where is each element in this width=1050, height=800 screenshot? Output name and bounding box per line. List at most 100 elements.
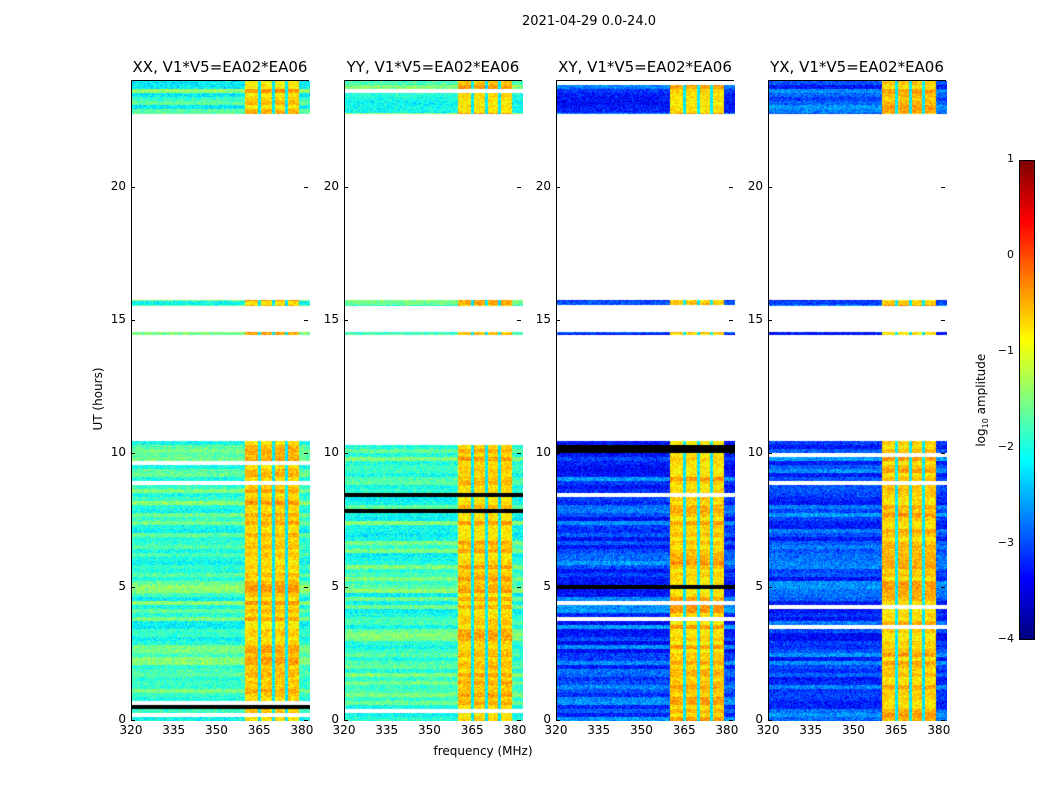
y-tick-mark — [768, 320, 772, 321]
y-tick-label: 10 — [110, 445, 126, 460]
colorbar-tick-label: 0 — [1007, 248, 1014, 261]
y-tick-mark — [941, 186, 945, 188]
y-tick-mark — [304, 453, 308, 455]
y-tick-mark — [556, 586, 560, 588]
y-tick-mark — [344, 453, 348, 455]
colorbar-label-sub: 10 — [981, 418, 991, 429]
colorbar — [1019, 160, 1035, 640]
heatmap-image — [769, 81, 947, 721]
colorbar-label-rest: amplitude — [973, 353, 988, 419]
x-tick-label: 365 — [247, 723, 271, 737]
y-tick-mark — [131, 453, 135, 455]
y-tick-mark — [729, 586, 733, 588]
y-tick-mark — [131, 586, 135, 588]
x-tick-label: 335 — [375, 723, 399, 737]
x-tick-label: 350 — [841, 723, 865, 737]
heatmap-image — [132, 81, 310, 721]
y-tick-mark — [729, 453, 733, 455]
colorbar-label-main: log — [973, 428, 988, 447]
x-tick-label: 335 — [162, 723, 186, 737]
y-tick-label: 10 — [535, 445, 551, 460]
y-tick-label: 0 — [331, 712, 339, 726]
heatmap-panel — [131, 80, 310, 721]
y-tick-label: 5 — [543, 578, 551, 593]
heatmap-panel — [344, 80, 523, 721]
y-axis-label: UT (hours) — [91, 367, 105, 431]
y-tick-mark — [131, 720, 135, 721]
y-tick-mark — [768, 186, 772, 188]
figure-title: 2021-04-29 0.0-24.0 — [522, 14, 656, 29]
x-tick-label: 335 — [799, 723, 823, 737]
x-tick-label: 380 — [503, 723, 527, 737]
colorbar-tick-label: 1 — [1007, 152, 1014, 165]
y-tick-mark — [304, 720, 308, 721]
y-tick-mark — [941, 320, 945, 321]
x-tick-label: 320 — [756, 723, 780, 737]
y-tick-mark — [344, 186, 348, 188]
y-tick-label: 5 — [118, 578, 126, 593]
y-tick-mark — [304, 320, 308, 321]
x-tick-label: 365 — [460, 723, 484, 737]
y-tick-mark — [768, 453, 772, 455]
y-tick-label: 20 — [110, 178, 126, 193]
heatmap-image — [345, 81, 523, 721]
x-tick-label: 365 — [884, 723, 908, 737]
y-tick-mark — [304, 186, 308, 188]
panel-title: YY, V1*V5=EA02*EA06 — [346, 58, 520, 76]
x-tick-label: 320 — [332, 723, 356, 737]
y-tick-label: 20 — [747, 178, 763, 193]
colorbar-tick-label: −1 — [997, 344, 1014, 357]
y-tick-label: 5 — [331, 578, 339, 593]
x-tick-label: 335 — [587, 723, 611, 737]
y-tick-label: 15 — [535, 312, 551, 326]
y-tick-label: 0 — [755, 712, 763, 726]
y-tick-label: 20 — [323, 178, 339, 193]
y-tick-mark — [131, 186, 135, 188]
x-axis-label: frequency (MHz) — [433, 744, 533, 758]
heatmap-image — [557, 81, 735, 721]
colorbar-label: log10 amplitude — [974, 330, 990, 470]
x-tick-label: 380 — [290, 723, 314, 737]
y-tick-mark — [768, 586, 772, 588]
y-tick-mark — [131, 320, 135, 321]
heatmap-panel — [556, 80, 735, 721]
y-tick-mark — [344, 720, 348, 721]
y-tick-label: 20 — [535, 178, 551, 193]
y-tick-mark — [941, 453, 945, 455]
y-tick-label: 10 — [323, 445, 339, 460]
y-tick-mark — [941, 720, 945, 721]
x-tick-label: 320 — [544, 723, 568, 737]
x-tick-label: 380 — [715, 723, 739, 737]
y-tick-mark — [517, 586, 521, 588]
y-tick-mark — [517, 453, 521, 455]
y-tick-label: 15 — [747, 312, 763, 326]
y-tick-mark — [941, 586, 945, 588]
y-tick-mark — [556, 186, 560, 188]
y-tick-mark — [517, 320, 521, 321]
y-tick-mark — [768, 720, 772, 721]
x-tick-label: 365 — [672, 723, 696, 737]
colorbar-tick-label: −2 — [997, 440, 1014, 453]
panel-title: XY, V1*V5=EA02*EA06 — [558, 58, 732, 76]
x-tick-label: 320 — [119, 723, 143, 737]
colorbar-tick-label: −3 — [997, 536, 1014, 549]
panel-title: XX, V1*V5=EA02*EA06 — [132, 58, 308, 76]
y-tick-mark — [556, 320, 560, 321]
y-tick-label: 0 — [118, 712, 126, 726]
y-tick-label: 15 — [323, 312, 339, 326]
y-tick-mark — [344, 320, 348, 321]
x-tick-label: 350 — [629, 723, 653, 737]
y-tick-mark — [729, 720, 733, 721]
y-tick-mark — [344, 586, 348, 588]
y-tick-mark — [729, 320, 733, 321]
y-tick-mark — [304, 586, 308, 588]
x-tick-label: 350 — [204, 723, 228, 737]
panel-title: YX, V1*V5=EA02*EA06 — [770, 58, 944, 76]
x-tick-label: 380 — [927, 723, 951, 737]
colorbar-tick-label: −4 — [997, 632, 1014, 645]
y-tick-mark — [556, 453, 560, 455]
x-tick-label: 350 — [417, 723, 441, 737]
y-tick-mark — [517, 186, 521, 188]
y-tick-mark — [729, 186, 733, 188]
y-tick-mark — [517, 720, 521, 721]
